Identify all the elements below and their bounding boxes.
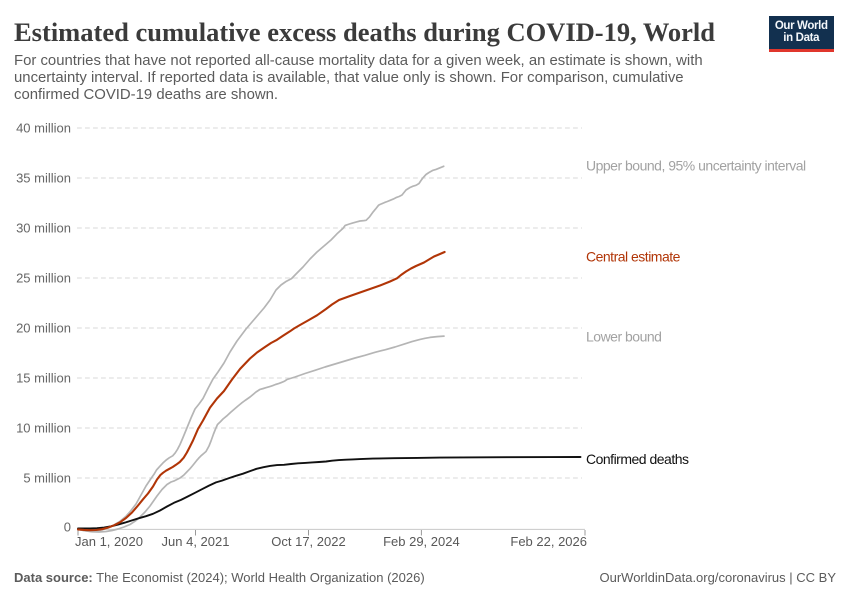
svg-text:5 million: 5 million xyxy=(23,471,71,486)
svg-text:Upper bound, 95% uncertainty i: Upper bound, 95% uncertainty interval xyxy=(586,158,806,174)
svg-text:Central estimate: Central estimate xyxy=(586,249,681,265)
svg-text:40 million: 40 million xyxy=(16,121,71,136)
svg-text:Lower bound: Lower bound xyxy=(586,329,661,345)
svg-text:25 million: 25 million xyxy=(16,271,71,286)
svg-text:Confirmed deaths: Confirmed deaths xyxy=(586,451,689,467)
svg-text:10 million: 10 million xyxy=(16,421,71,436)
svg-text:Oct 17, 2022: Oct 17, 2022 xyxy=(271,534,345,549)
svg-text:Feb 29, 2024: Feb 29, 2024 xyxy=(383,534,460,549)
svg-text:Jun 4, 2021: Jun 4, 2021 xyxy=(162,534,230,549)
svg-text:35 million: 35 million xyxy=(16,171,71,186)
svg-text:0: 0 xyxy=(64,520,71,535)
svg-text:20 million: 20 million xyxy=(16,321,71,336)
svg-text:Jan 1, 2020: Jan 1, 2020 xyxy=(75,534,143,549)
svg-text:15 million: 15 million xyxy=(16,371,71,386)
svg-text:Feb 22, 2026: Feb 22, 2026 xyxy=(510,534,587,549)
svg-text:30 million: 30 million xyxy=(16,221,71,236)
